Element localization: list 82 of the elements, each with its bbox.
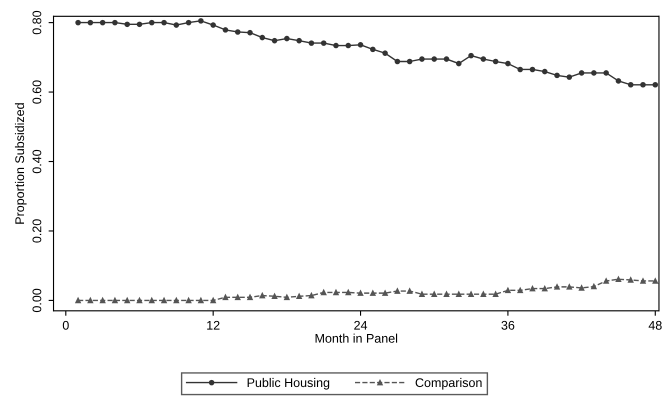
legend-label: Comparison xyxy=(416,378,482,390)
x-tick-label: 36 xyxy=(501,320,514,330)
point xyxy=(358,42,364,48)
y-tick-label: 0.00 xyxy=(32,288,42,312)
point xyxy=(284,36,290,42)
point xyxy=(603,70,609,76)
point xyxy=(394,288,400,294)
point xyxy=(444,56,450,62)
x-tick-label: 48 xyxy=(648,320,662,330)
point xyxy=(148,20,155,26)
point xyxy=(480,291,486,297)
point xyxy=(505,60,511,66)
point xyxy=(272,38,278,44)
y-axis-title: Proportion Subsidized xyxy=(14,103,27,224)
point xyxy=(419,56,425,62)
point xyxy=(210,22,216,28)
point xyxy=(186,20,192,26)
y-tick-label: 0.60 xyxy=(32,80,42,104)
point xyxy=(198,18,204,24)
x-tick-label: 24 xyxy=(354,320,368,330)
point xyxy=(296,293,302,300)
point xyxy=(382,290,388,296)
point xyxy=(382,50,388,56)
point xyxy=(444,291,450,297)
y-tick-label: 0.40 xyxy=(32,150,42,174)
point xyxy=(406,288,412,294)
point xyxy=(628,82,634,88)
legend-label: Public Housing xyxy=(248,378,330,390)
point xyxy=(394,58,400,64)
point xyxy=(124,22,130,28)
point xyxy=(492,291,498,297)
point xyxy=(406,58,412,64)
point xyxy=(530,286,536,292)
point xyxy=(112,20,118,26)
point xyxy=(345,42,352,48)
point xyxy=(431,56,438,62)
point xyxy=(554,72,560,78)
point xyxy=(566,74,572,80)
point xyxy=(260,292,266,298)
x-axis-title: Month in Panel xyxy=(316,334,398,343)
y-tick-label: 0.20 xyxy=(32,219,42,243)
point xyxy=(542,286,548,292)
point xyxy=(247,30,253,36)
point xyxy=(272,293,278,300)
point xyxy=(358,290,364,296)
point xyxy=(591,70,597,76)
x-tick-label: 12 xyxy=(207,320,220,330)
point xyxy=(431,291,438,297)
point xyxy=(296,38,302,44)
point xyxy=(100,20,106,26)
point xyxy=(530,66,536,72)
point xyxy=(136,22,142,28)
point xyxy=(419,291,425,297)
point xyxy=(468,291,474,297)
point xyxy=(308,292,314,298)
point xyxy=(456,291,462,297)
point xyxy=(542,68,548,74)
point xyxy=(652,82,658,88)
point xyxy=(578,70,584,76)
point xyxy=(222,27,228,33)
point xyxy=(234,29,241,35)
point xyxy=(640,278,646,284)
point xyxy=(370,290,376,296)
x-tick-label: 0 xyxy=(62,320,69,330)
point xyxy=(75,20,81,26)
point xyxy=(320,40,326,46)
y-tick-label: 0.80 xyxy=(32,10,42,34)
point xyxy=(480,56,486,62)
point xyxy=(161,20,167,26)
point xyxy=(260,34,266,40)
point xyxy=(333,42,339,48)
point xyxy=(308,40,314,46)
point xyxy=(456,60,462,66)
point xyxy=(468,52,474,58)
point xyxy=(370,46,376,52)
point xyxy=(174,22,180,28)
point xyxy=(517,66,523,72)
point xyxy=(88,20,94,26)
point xyxy=(640,82,646,88)
point xyxy=(616,276,622,282)
point xyxy=(492,58,498,64)
point xyxy=(616,78,622,84)
